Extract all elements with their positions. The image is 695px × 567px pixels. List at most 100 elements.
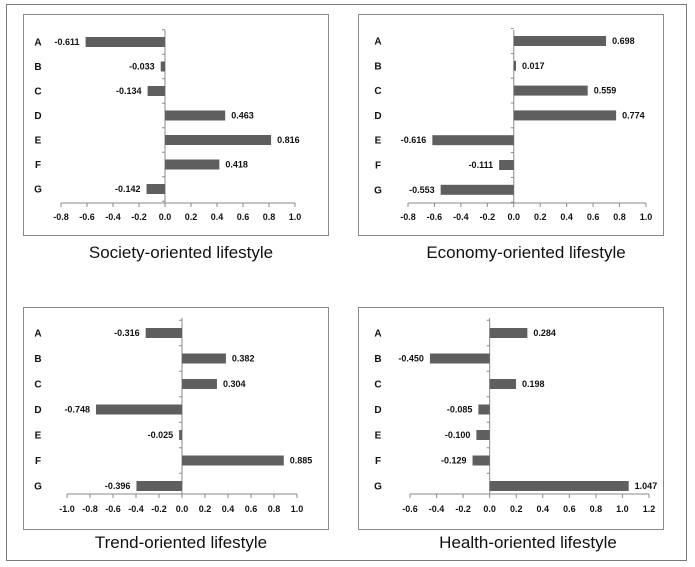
health-value-label: 0.198 bbox=[522, 379, 545, 389]
economy-bar-d bbox=[513, 110, 617, 121]
society-x-tick-label: 0.8 bbox=[263, 212, 276, 222]
trend-category-label: G bbox=[34, 482, 42, 493]
health-value-label: 1.047 bbox=[635, 481, 658, 491]
economy-bar-g bbox=[440, 184, 514, 195]
economy-bar-c bbox=[513, 85, 588, 96]
society-x-tick-label: 1.0 bbox=[289, 212, 302, 222]
economy-value-label: -0.111 bbox=[469, 160, 494, 170]
society-bar-e bbox=[165, 135, 272, 145]
trend-category-label: D bbox=[34, 405, 41, 416]
health-x-tick-label: 0.4 bbox=[537, 504, 550, 514]
society-value-label: 0.463 bbox=[231, 111, 254, 121]
economy-bar-e bbox=[432, 135, 514, 146]
health-x-tick-label: 0.0 bbox=[483, 504, 496, 514]
society-category-label: G bbox=[34, 185, 42, 196]
economy-value-label: 0.698 bbox=[612, 36, 635, 46]
society-category-label: A bbox=[34, 38, 41, 49]
health-bar-b bbox=[429, 353, 490, 364]
economy-bar-f bbox=[499, 160, 514, 170]
health-category-label: B bbox=[374, 354, 381, 365]
trend-value-label: 0.304 bbox=[223, 379, 246, 389]
trend-value-label: 0.885 bbox=[290, 456, 313, 466]
economy-x-tick-label: 0.0 bbox=[508, 212, 521, 222]
society-bar-b bbox=[160, 61, 165, 72]
economy-category-label: C bbox=[374, 86, 381, 97]
economy-value-label: 0.774 bbox=[622, 110, 645, 120]
economy-value-label: -0.616 bbox=[401, 135, 427, 145]
health-x-tick-label: 1.0 bbox=[616, 504, 629, 514]
economy-x-tick-label: -0.8 bbox=[400, 212, 416, 222]
health-chart-frame bbox=[358, 307, 664, 530]
society-x-tick-label: 0.6 bbox=[237, 212, 250, 222]
health-chart-caption: Health-oriented lifestyle bbox=[439, 533, 617, 552]
trend-x-tick-label: -0.6 bbox=[105, 504, 121, 514]
health-value-label: 0.284 bbox=[533, 328, 556, 338]
economy-x-tick-label: 0.4 bbox=[560, 212, 573, 222]
trend-x-tick-label: 0.6 bbox=[245, 504, 258, 514]
trend-x-tick-label: -0.4 bbox=[128, 504, 144, 514]
trend-category-label: C bbox=[34, 380, 41, 391]
health-bar-f bbox=[472, 455, 490, 466]
trend-value-label: 0.382 bbox=[232, 354, 255, 364]
trend-x-tick-label: -0.2 bbox=[151, 504, 167, 514]
health-category-label: D bbox=[374, 405, 381, 416]
trend-category-label: A bbox=[34, 329, 41, 340]
economy-value-label: -0.553 bbox=[409, 185, 435, 195]
trend-value-label: -0.748 bbox=[64, 405, 90, 415]
figure-frame bbox=[6, 4, 687, 561]
economy-category-label: E bbox=[375, 136, 382, 147]
health-bar-a bbox=[489, 328, 528, 338]
economy-category-label: D bbox=[374, 111, 381, 122]
society-x-tick-label: -0.8 bbox=[53, 212, 69, 222]
society-x-tick-label: 0.2 bbox=[185, 212, 198, 222]
society-category-label: C bbox=[34, 87, 41, 98]
society-bar-a bbox=[85, 37, 165, 47]
health-bar-c bbox=[489, 379, 516, 389]
society-chart-frame bbox=[23, 14, 329, 236]
society-value-label: 0.418 bbox=[225, 160, 248, 170]
health-x-tick-label: 0.6 bbox=[563, 504, 576, 514]
society-value-label: -0.033 bbox=[129, 62, 155, 72]
trend-bar-d bbox=[95, 404, 182, 415]
society-x-tick-label: 0.0 bbox=[159, 212, 172, 222]
trend-chart-caption: Trend-oriented lifestyle bbox=[94, 533, 268, 552]
trend-bar-e bbox=[179, 430, 182, 440]
health-category-label: G bbox=[374, 482, 382, 493]
health-x-tick-label: 0.2 bbox=[510, 504, 523, 514]
trend-x-tick-label: -0.8 bbox=[82, 504, 98, 514]
trend-x-tick-label: 0.0 bbox=[176, 504, 189, 514]
society-category-label: B bbox=[34, 62, 41, 73]
society-x-tick-label: -0.6 bbox=[79, 212, 95, 222]
economy-category-label: F bbox=[375, 161, 381, 172]
economy-category-label: B bbox=[374, 61, 381, 72]
health-value-label: -0.100 bbox=[445, 430, 471, 440]
economy-value-label: 0.559 bbox=[594, 86, 617, 96]
society-chart-caption: Society-oriented lifestyle bbox=[88, 243, 274, 262]
health-category-label: C bbox=[374, 380, 381, 391]
society-bar-g bbox=[146, 184, 165, 194]
trend-chart-frame bbox=[23, 307, 329, 530]
economy-value-label: 0.017 bbox=[522, 61, 545, 71]
trend-value-label: -0.025 bbox=[148, 430, 174, 440]
society-category-label: F bbox=[35, 160, 41, 171]
economy-x-tick-label: -0.6 bbox=[427, 212, 443, 222]
trend-value-label: -0.316 bbox=[114, 328, 140, 338]
health-value-label: -0.085 bbox=[447, 405, 473, 415]
society-category-label: E bbox=[35, 136, 42, 147]
society-value-label: -0.611 bbox=[55, 37, 80, 47]
society-value-label: 0.816 bbox=[277, 135, 300, 145]
trend-category-label: E bbox=[35, 431, 42, 442]
health-value-label: -0.450 bbox=[398, 354, 424, 364]
economy-x-tick-label: 0.2 bbox=[534, 212, 547, 222]
economy-category-label: A bbox=[374, 37, 381, 48]
health-x-tick-label: 1.2 bbox=[643, 504, 656, 514]
economy-x-tick-label: -0.2 bbox=[480, 212, 496, 222]
economy-bar-b bbox=[513, 60, 517, 71]
health-bar-e bbox=[476, 430, 490, 440]
trend-x-tick-label: 1.0 bbox=[291, 504, 304, 514]
society-value-label: -0.134 bbox=[116, 86, 142, 96]
